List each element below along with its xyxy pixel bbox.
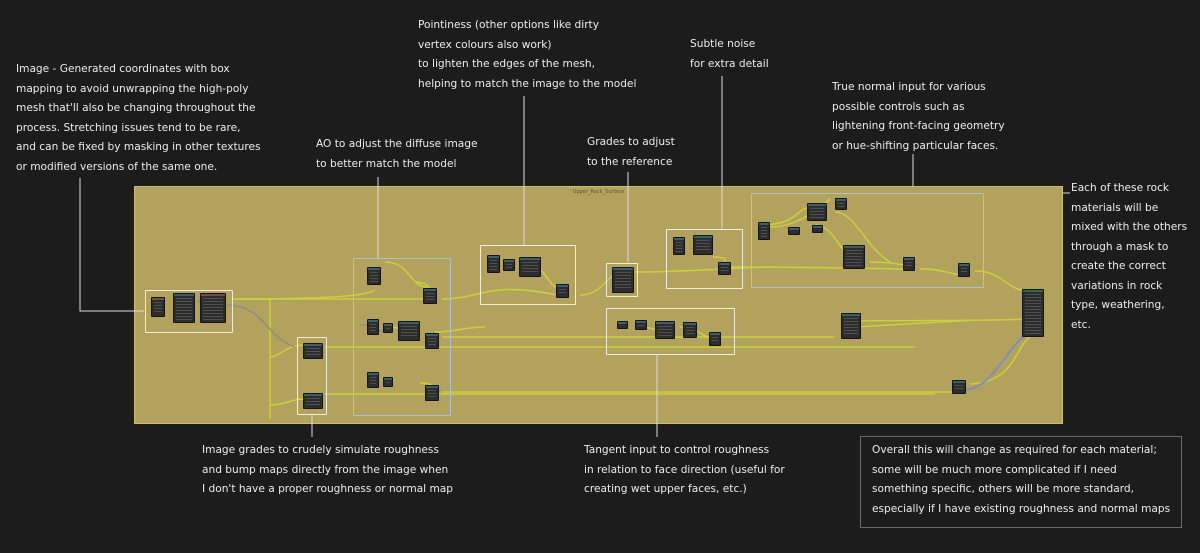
node-pointiness-mix[interactable]	[519, 257, 541, 277]
wire	[434, 326, 486, 333]
node-image-grade-bump[interactable]	[303, 393, 323, 409]
highlight-pointiness	[480, 245, 576, 305]
wire	[269, 398, 306, 406]
node-normal-mix-b[interactable]	[958, 263, 970, 277]
highlight-ao-and-grades	[353, 258, 451, 416]
annotation-overall: Overall this will change as required for…	[872, 444, 1171, 515]
node-ao-grade-c[interactable]	[398, 321, 420, 341]
highlight-noise	[666, 229, 743, 289]
node-noise-texture[interactable]	[673, 237, 685, 255]
annotation-image-grades: Image grades to crudely simulate roughne…	[202, 444, 453, 495]
node-normal-ramp-b[interactable]	[843, 245, 865, 269]
node-ao-grade-b[interactable]	[383, 323, 393, 333]
highlight-image-coordinates	[145, 290, 233, 333]
wire-blue	[964, 331, 1031, 391]
wire	[269, 344, 306, 358]
wire	[859, 318, 1031, 322]
node-ao-mix[interactable]	[423, 288, 437, 304]
node-mapping[interactable]	[173, 293, 195, 323]
highlight-image-grades	[297, 337, 327, 415]
overall-note-box	[860, 436, 1182, 528]
node-normal-ramp-a[interactable]	[807, 203, 827, 221]
wire-grey	[224, 304, 296, 348]
node-ao-bump-b[interactable]	[383, 377, 393, 387]
node-image-grade-roughness[interactable]	[303, 343, 323, 359]
wire	[834, 211, 891, 263]
highlight-grades	[606, 263, 638, 297]
node-editor-frame[interactable]: Upper_Rock_Surface	[134, 186, 1063, 424]
annotation-true-normal: True normal input for various possible c…	[832, 81, 1005, 152]
node-normal-mix-a[interactable]	[903, 257, 915, 271]
node-ao-grade-d[interactable]	[425, 333, 439, 349]
node-bump[interactable]	[952, 380, 966, 394]
node-ao-bump-a[interactable]	[367, 372, 379, 388]
node-ao-grade-a[interactable]	[367, 319, 379, 335]
node-grades[interactable]	[612, 267, 634, 293]
node-tangent-out[interactable]	[709, 332, 721, 346]
node-pointiness-out[interactable]	[556, 284, 569, 298]
node-noise-mix[interactable]	[718, 262, 731, 275]
highlight-tangent	[606, 308, 735, 355]
wire	[441, 288, 568, 300]
node-tangent-math[interactable]	[635, 320, 647, 330]
annotation-tangent: Tangent input to control roughness in re…	[584, 444, 785, 495]
annotation-noise: Subtle noise for extra detail	[690, 38, 769, 70]
annotation-pointiness: Pointiness (other options like dirty ver…	[418, 19, 637, 90]
node-principled-bsdf[interactable]	[1022, 289, 1044, 337]
annotation-image-coordinates: Image - Generated coordinates with box m…	[16, 63, 261, 173]
node-pointiness-ramp[interactable]	[503, 259, 515, 271]
node-pointiness-geometry[interactable]	[487, 255, 500, 273]
node-normal-math-a[interactable]	[788, 227, 800, 235]
highlight-true-normal	[751, 193, 984, 288]
node-tangent-ramp[interactable]	[655, 321, 675, 339]
annotation-grades: Grades to adjust to the reference	[587, 136, 675, 168]
annotation-mix-materials: Each of these rock materials will be mix…	[1071, 182, 1188, 331]
node-texture-coordinate[interactable]	[151, 297, 165, 317]
wire	[854, 319, 976, 328]
node-tangent-grade[interactable]	[683, 322, 697, 338]
frame-title: Upper_Rock_Surface	[572, 189, 625, 195]
annotation-ao: AO to adjust the diffuse image to better…	[316, 138, 478, 170]
node-noise-ramp[interactable]	[693, 235, 713, 255]
leader-line-image-coordinates	[79, 178, 144, 312]
node-image-texture-box[interactable]	[200, 293, 226, 323]
wire	[384, 261, 428, 288]
wire	[769, 198, 831, 228]
node-ao-bump-c[interactable]	[425, 385, 439, 401]
node-normal-math-b[interactable]	[812, 225, 823, 233]
node-ao[interactable]	[367, 267, 381, 285]
node-tangent[interactable]	[617, 321, 628, 329]
node-normal-geometry[interactable]	[758, 222, 770, 240]
node-normal-math-c[interactable]	[835, 198, 847, 210]
node-roughness-mix[interactable]	[841, 313, 861, 339]
